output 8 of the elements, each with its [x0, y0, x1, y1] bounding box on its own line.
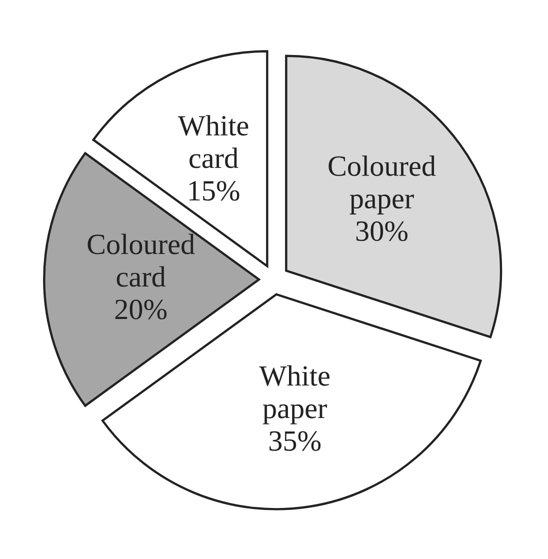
data-label: 15%	[189, 180, 240, 201]
data-label: 30%	[356, 221, 408, 242]
data-label: 35%	[270, 431, 321, 451]
data-label: 20%	[115, 300, 167, 320]
slice-label: Coloured paper	[328, 155, 436, 214]
slice-label: White card	[178, 115, 248, 168]
slice-label: White paper	[259, 365, 330, 424]
slice-label: Coloured card	[88, 234, 195, 287]
